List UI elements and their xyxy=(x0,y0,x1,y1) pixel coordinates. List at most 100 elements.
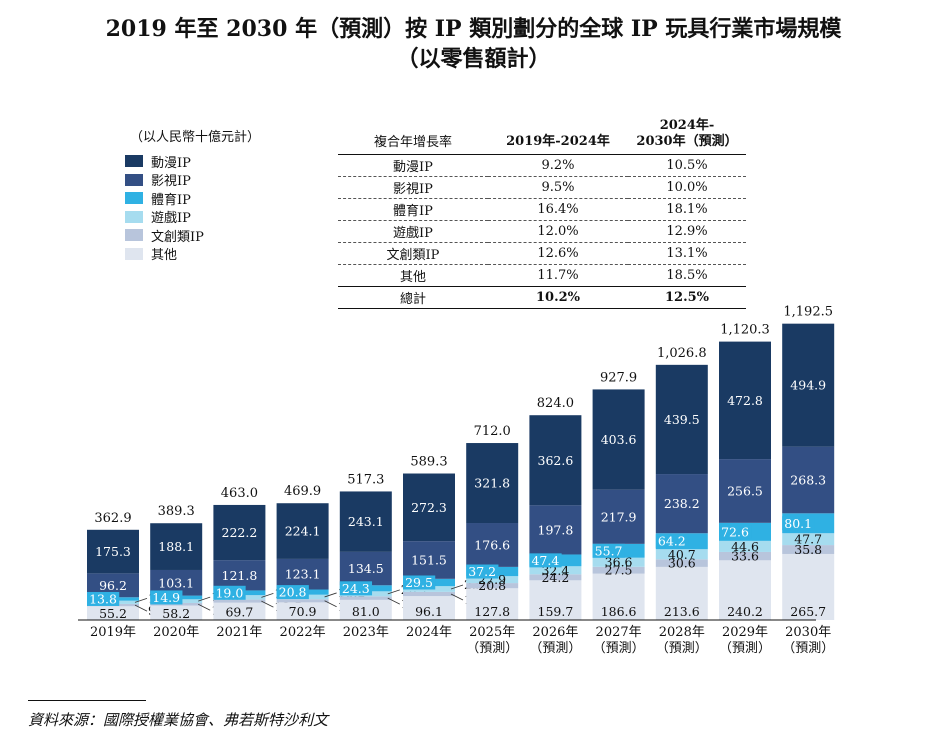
x-tick-label: 2021年 xyxy=(216,625,262,640)
leader-line xyxy=(134,597,148,603)
bar-segment xyxy=(592,389,645,490)
data-label: 37.2 xyxy=(468,564,496,579)
data-label: 13.8 xyxy=(89,591,117,606)
bar-segment xyxy=(592,557,645,567)
leader-line xyxy=(261,592,274,598)
source-note: 資料來源：國際授權業協會、弗若斯特沙利文 xyxy=(28,711,329,729)
legend-swatch xyxy=(125,210,143,223)
bar-segment xyxy=(592,566,645,574)
cagr-row-p1: 12.0% xyxy=(488,220,628,243)
legend-swatch xyxy=(125,229,143,242)
data-label: 55.2 xyxy=(99,606,127,621)
data-label: 72.6 xyxy=(721,524,749,539)
bar-segment xyxy=(782,446,835,514)
data-label: 265.7 xyxy=(790,604,826,619)
cagr-row-label: 遊戲IP xyxy=(338,220,488,243)
bar-segment xyxy=(403,591,455,597)
data-label: 222.2 xyxy=(222,525,258,540)
total-label: 824.0 xyxy=(537,396,574,411)
cagr-header-period2: 2024年- 2030年（預測） xyxy=(628,112,746,155)
x-tick-sublabel: （預測） xyxy=(593,641,645,656)
total-label: 517.3 xyxy=(347,472,384,487)
stacked-bar-chart: 55.29.413.113.896.2175.3362.92019年58.210… xyxy=(78,305,835,656)
cagr-row-label: 體育IP xyxy=(338,198,488,221)
bar-segment xyxy=(339,491,392,552)
total-label: 389.3 xyxy=(158,504,195,519)
bar-segment xyxy=(592,489,645,544)
cagr-header-category: 複合年增長率 xyxy=(338,112,488,155)
source-divider xyxy=(28,700,146,701)
data-label: 362.6 xyxy=(538,453,574,468)
data-label: 47.7 xyxy=(794,532,822,547)
data-label: 151.5 xyxy=(411,552,447,567)
data-label: 58.2 xyxy=(162,606,190,621)
cagr-row: 動漫IP 9.2% 10.5% xyxy=(338,154,746,177)
x-tick-label: 2023年 xyxy=(343,625,389,640)
x-tick-sublabel: （預測） xyxy=(529,641,581,656)
cagr-row-label: 動漫IP xyxy=(338,154,488,177)
total-label: 1,120.3 xyxy=(720,323,770,338)
cagr-row: 影視IP 9.5% 10.0% xyxy=(338,176,746,199)
legend-item: 文創類IP xyxy=(125,226,204,245)
chart-title-line2: （以零售額計） xyxy=(396,46,551,72)
data-label: 30.6 xyxy=(668,556,696,571)
cagr-row-p2: 13.1% xyxy=(628,242,746,265)
x-tick-label: 2019年 xyxy=(90,625,136,640)
data-label: 439.5 xyxy=(664,412,700,427)
data-label: 238.2 xyxy=(664,496,700,511)
data-label: 175.3 xyxy=(95,544,131,559)
total-label: 1,026.8 xyxy=(657,346,707,361)
leader-line xyxy=(450,593,464,601)
bar-segment xyxy=(403,541,455,579)
data-label: 44.6 xyxy=(731,539,759,554)
bar-segment xyxy=(719,540,771,552)
bar-segment xyxy=(592,573,645,620)
unit-label: （以人民幣十億元計） xyxy=(130,130,261,145)
cagr-row-label: 文創類IP xyxy=(338,242,488,265)
legend-item: 體育IP xyxy=(125,189,204,208)
bar-segment xyxy=(339,599,392,620)
cagr-header-period2-line2: 2030年（預測） xyxy=(636,134,738,149)
bar-segment xyxy=(150,605,203,620)
data-label: 272.3 xyxy=(411,500,447,515)
cagr-row-p2: 18.1% xyxy=(628,198,746,221)
data-label: 20.8 xyxy=(279,585,307,600)
bar-segment xyxy=(655,566,708,620)
bar-segment xyxy=(719,560,771,620)
data-label: 134.5 xyxy=(348,561,384,576)
data-label: 14.9 xyxy=(152,590,180,605)
data-label: 197.8 xyxy=(538,522,574,537)
label-highlight xyxy=(87,591,120,606)
data-label: 70.9 xyxy=(289,604,317,619)
data-label: 81.0 xyxy=(352,604,380,619)
cagr-row: 遊戲IP 12.0% 12.9% xyxy=(338,220,746,243)
label-highlight xyxy=(782,516,815,531)
data-label: 64.2 xyxy=(658,534,686,549)
data-label: 96.2 xyxy=(99,578,127,593)
bar-segment xyxy=(529,574,582,581)
data-label: 24.3 xyxy=(342,581,370,596)
data-label: 24.2 xyxy=(541,570,569,585)
bar-segment xyxy=(782,553,835,620)
x-tick-label: 2028年 xyxy=(659,625,705,640)
cagr-row-p2: 12.9% xyxy=(628,220,746,243)
bar-segment xyxy=(466,576,519,584)
total-label: 1,192.5 xyxy=(783,305,833,320)
data-label: 188.1 xyxy=(158,539,194,554)
cagr-row-p1: 12.6% xyxy=(488,242,628,265)
data-label: 256.5 xyxy=(727,483,763,498)
leader-line xyxy=(387,589,400,595)
legend-label: 動漫IP xyxy=(151,155,191,171)
legend-swatch xyxy=(125,247,143,260)
bar-segment xyxy=(655,559,708,567)
total-label: 712.0 xyxy=(474,424,511,439)
bar-segment xyxy=(276,602,329,620)
data-label: 36.6 xyxy=(605,555,633,570)
bar-segment xyxy=(87,606,139,620)
label-highlight xyxy=(276,585,309,600)
bar-segment xyxy=(529,580,582,620)
data-label: 268.3 xyxy=(790,472,826,487)
legend-item: 影視IP xyxy=(125,171,204,189)
bar-segment xyxy=(719,459,771,523)
data-label: 29.5 xyxy=(405,575,433,590)
